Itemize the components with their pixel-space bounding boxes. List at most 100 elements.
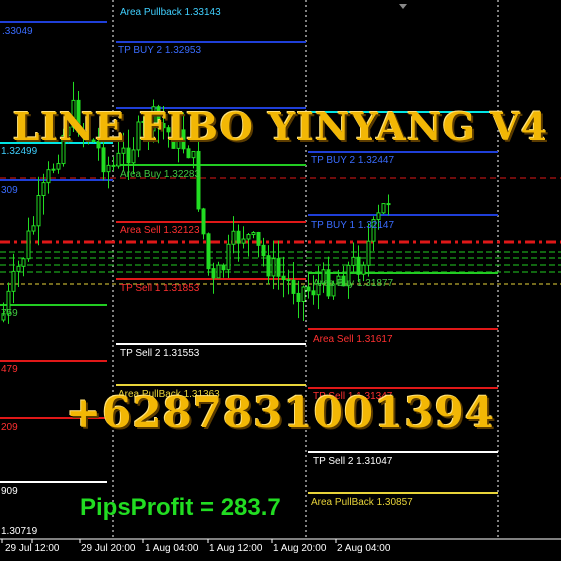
candle-body (366, 240, 371, 266)
candle-body (86, 130, 91, 141)
candle-body (341, 275, 346, 287)
candle-body (331, 283, 336, 297)
candle-body (61, 134, 66, 165)
candle-body (161, 122, 166, 129)
levels-left (0, 21, 113, 483)
label-area-buy-mid: Area Buy 1.32283 (120, 169, 200, 180)
candle-body (276, 258, 281, 277)
candle-body (336, 275, 341, 285)
candle-body (316, 283, 321, 296)
candle-body (261, 244, 266, 257)
candle-body (41, 182, 46, 197)
label-tp-sell1-mid: TP Sell 1 1.31853 (120, 283, 200, 294)
candle-body (191, 150, 196, 159)
label-left-8: 1.30719 (1, 526, 38, 537)
candle-body (91, 139, 96, 143)
candle-body (11, 270, 16, 292)
candle-body (291, 279, 296, 294)
label-area-pullback-top: Area Pullback 1.33143 (120, 7, 221, 18)
candle-body (281, 275, 286, 281)
candle-body (201, 208, 206, 235)
label-area-sell-right: Area Sell 1.31617 (313, 334, 393, 345)
candle-body (146, 120, 151, 132)
label-tp-sell1-right: TP Sell 1 1.31347 (313, 391, 393, 402)
x-tick-label: 1 Aug 04:00 (145, 543, 199, 554)
label-tp-sell2-right: TP Sell 2 1.31047 (313, 456, 393, 467)
candle-body (16, 265, 21, 272)
candle-body (116, 152, 121, 167)
label-tp-buy2-mid: TP BUY 2 1.32953 (118, 45, 201, 56)
candle-body (71, 99, 76, 128)
levels-middle (116, 41, 306, 386)
x-axis: 29 Jul 12:00 29 Jul 20:00 1 Aug 04:00 1 … (0, 538, 561, 554)
label-area-sell-mid: Area Sell 1.32123 (120, 225, 200, 236)
candle-body (101, 147, 106, 173)
candle-body (266, 255, 271, 277)
candle-body (56, 163, 61, 170)
candle-body (321, 269, 326, 285)
candle-body (21, 258, 26, 267)
candle-body (171, 131, 176, 149)
candle-body (36, 195, 41, 227)
label-left-7: 909 (1, 486, 18, 497)
label-area-pullback-right: Area PullBack 1.30857 (311, 497, 413, 508)
candle-body (371, 219, 376, 242)
candle-body (181, 129, 186, 150)
candle-body (206, 233, 211, 270)
level-labels: Area Pullback 1.33143 TP BUY 2 1.32953 A… (1, 7, 413, 537)
candle-body (286, 279, 291, 282)
label-left-1: .33049 (2, 26, 33, 37)
x-tick-label: 2 Aug 04:00 (337, 543, 391, 554)
candle-body (306, 286, 311, 292)
label-tp-sell2-mid: TP Sell 2 1.31553 (120, 348, 200, 359)
candle-body (121, 147, 126, 154)
candle-body (301, 286, 306, 302)
candle-body (226, 243, 231, 271)
candle-body (106, 164, 111, 173)
candle-body (6, 290, 11, 315)
x-tick-label: 29 Jul 12:00 (5, 543, 60, 554)
candle-body (351, 256, 356, 266)
scroll-marker-icon[interactable] (399, 4, 407, 9)
candle-body (131, 149, 136, 164)
candle-body (186, 148, 191, 159)
candle-body (346, 264, 351, 287)
x-tick-label: 29 Jul 20:00 (81, 543, 136, 554)
candle-body (386, 203, 391, 206)
candle-body (151, 106, 156, 132)
candle-body (26, 230, 31, 260)
label-left-4: 759 (1, 308, 18, 319)
candle-body (46, 169, 51, 184)
candle-body (376, 212, 381, 221)
candle-body (231, 230, 236, 245)
candlesticks (1, 81, 391, 324)
label-tp-buy2-right: TP BUY 2 1.32447 (311, 155, 394, 166)
levels-right (308, 111, 498, 494)
candle-body (81, 130, 86, 133)
candle-body (246, 234, 251, 240)
candle-body (256, 231, 261, 246)
label-area-pullback-mid: Area PullBack 1.31363 (118, 389, 220, 400)
label-left-2: 1.32499 (1, 146, 38, 157)
candle-body (156, 106, 161, 124)
candle-body (66, 126, 71, 136)
candle-body (76, 99, 81, 133)
candle-body (296, 292, 301, 302)
candle-body (51, 168, 56, 171)
candle-body (241, 238, 246, 244)
candle-body (211, 268, 216, 279)
candle-body (166, 127, 171, 133)
candle-body (216, 264, 221, 279)
label-left-5: 479 (1, 364, 18, 375)
x-tick-label: 1 Aug 12:00 (209, 543, 263, 554)
candle-body (141, 120, 146, 123)
label-area-buy-right: Area Buy 1.31877 (313, 278, 393, 289)
candle-body (126, 147, 131, 164)
candle-body (136, 121, 141, 151)
candle-body (196, 150, 201, 210)
candle-body (1, 313, 6, 321)
label-tp-buy1-right: TP BUY 1 1.32147 (311, 220, 394, 231)
candle-body (111, 164, 116, 167)
candle-body (31, 225, 36, 232)
